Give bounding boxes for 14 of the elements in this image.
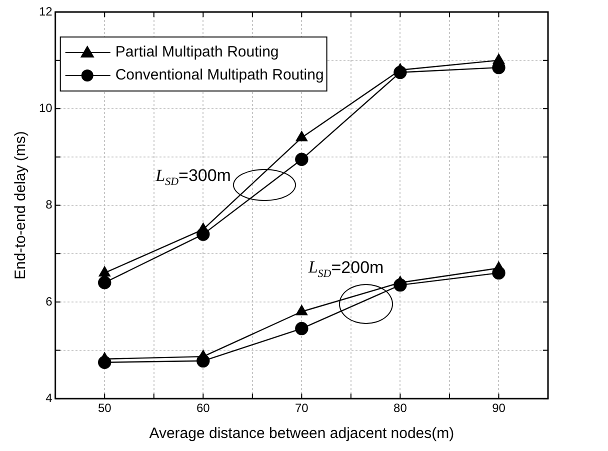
x-tick-label: 80 <box>394 401 408 416</box>
legend-label: Partial Multipath Routing <box>115 44 279 61</box>
y-axis-title: End-to-end delay (ms) <box>12 131 30 280</box>
y-tick-label: 4 <box>46 390 53 405</box>
y-tick-label: 12 <box>38 4 53 18</box>
x-tick-label: 90 <box>492 401 506 416</box>
y-tick-label: 10 <box>38 100 53 115</box>
x-tick-label: 50 <box>98 401 112 416</box>
y-tick-label: 6 <box>46 294 53 308</box>
y-tick-label: 8 <box>46 198 53 212</box>
x-tick-label: 60 <box>196 401 210 416</box>
legend-label: Conventional Multipath Routing <box>115 66 324 84</box>
x-tick-label: 70 <box>294 401 309 416</box>
x-axis-title: Average distance between adjacent nodes(m) <box>149 425 454 442</box>
